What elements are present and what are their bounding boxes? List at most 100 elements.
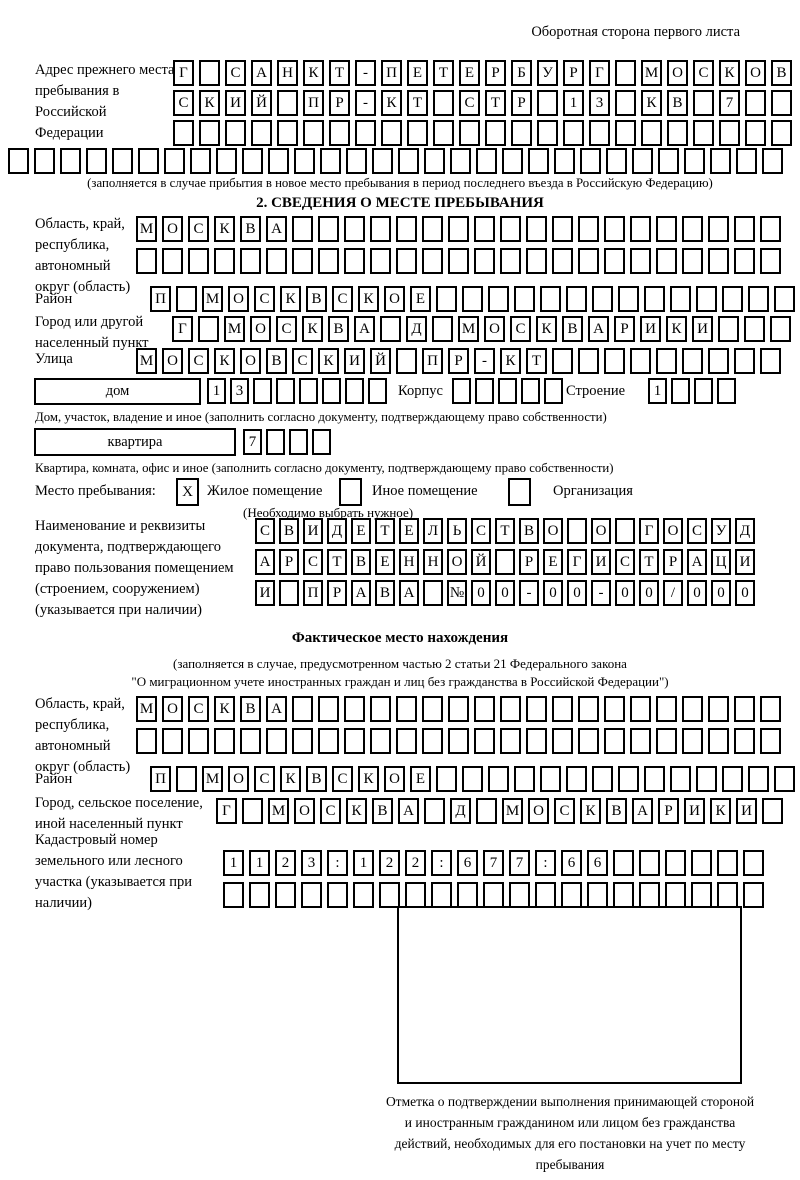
char-cell[interactable]: А <box>687 549 707 575</box>
char-cell[interactable] <box>279 580 299 606</box>
char-cell[interactable] <box>188 248 209 274</box>
char-cell[interactable]: К <box>666 316 687 342</box>
char-cell[interactable]: О <box>447 549 467 575</box>
char-cell[interactable] <box>561 882 582 908</box>
char-cell[interactable]: А <box>266 696 287 722</box>
char-cell[interactable]: М <box>224 316 245 342</box>
char-cell[interactable] <box>578 696 599 722</box>
char-cell[interactable] <box>540 286 561 312</box>
char-cell[interactable] <box>535 882 556 908</box>
char-cell[interactable] <box>578 248 599 274</box>
char-cell[interactable] <box>710 148 731 174</box>
char-cell[interactable]: 2 <box>379 850 400 876</box>
char-cell[interactable]: 2 <box>405 850 426 876</box>
char-cell[interactable]: 3 <box>301 850 322 876</box>
char-cell[interactable] <box>242 798 263 824</box>
char-cell[interactable]: 0 <box>711 580 731 606</box>
char-cell[interactable]: М <box>641 60 662 86</box>
char-cell[interactable] <box>424 798 445 824</box>
char-cell[interactable]: Р <box>329 90 350 116</box>
checkbox-zhiloe[interactable]: X <box>176 478 199 506</box>
char-cell[interactable]: Е <box>407 60 428 86</box>
char-cell[interactable] <box>615 60 636 86</box>
char-cell[interactable]: И <box>303 518 323 544</box>
char-cell[interactable] <box>345 378 364 404</box>
char-cell[interactable]: Р <box>327 580 347 606</box>
char-cell[interactable]: Н <box>399 549 419 575</box>
char-cell[interactable] <box>436 766 457 792</box>
char-cell[interactable]: И <box>640 316 661 342</box>
char-cell[interactable]: 6 <box>587 850 608 876</box>
char-cell[interactable] <box>615 90 636 116</box>
char-cell[interactable]: Р <box>614 316 635 342</box>
char-cell[interactable]: Т <box>495 518 515 544</box>
char-cell[interactable] <box>266 248 287 274</box>
char-cell[interactable] <box>86 148 107 174</box>
char-cell[interactable] <box>173 120 194 146</box>
char-cell[interactable] <box>190 148 211 174</box>
char-cell[interactable] <box>762 798 783 824</box>
char-cell[interactable] <box>198 316 219 342</box>
char-cell[interactable] <box>552 216 573 242</box>
char-cell[interactable] <box>276 378 295 404</box>
char-cell[interactable] <box>526 728 547 754</box>
char-cell[interactable] <box>694 378 713 404</box>
char-cell[interactable] <box>682 348 703 374</box>
char-cell[interactable] <box>498 378 517 404</box>
char-cell[interactable]: - <box>474 348 495 374</box>
char-cell[interactable] <box>462 766 483 792</box>
char-cell[interactable] <box>544 378 563 404</box>
char-cell[interactable] <box>693 90 714 116</box>
char-cell[interactable] <box>162 248 183 274</box>
char-cell[interactable]: А <box>255 549 275 575</box>
char-cell[interactable]: К <box>580 798 601 824</box>
char-cell[interactable] <box>665 850 686 876</box>
char-cell[interactable]: О <box>384 766 405 792</box>
char-cell[interactable] <box>587 882 608 908</box>
char-cell[interactable] <box>748 286 769 312</box>
char-cell[interactable] <box>604 248 625 274</box>
char-cell[interactable]: О <box>240 348 261 374</box>
char-cell[interactable] <box>537 90 558 116</box>
char-cell[interactable] <box>592 766 613 792</box>
char-cell[interactable] <box>630 216 651 242</box>
char-cell[interactable] <box>495 549 515 575</box>
char-cell[interactable] <box>436 286 457 312</box>
char-cell[interactable]: И <box>684 798 705 824</box>
char-cell[interactable]: 1 <box>353 850 374 876</box>
char-cell[interactable] <box>682 696 703 722</box>
char-cell[interactable] <box>682 216 703 242</box>
char-cell[interactable]: Л <box>423 518 443 544</box>
char-cell[interactable] <box>760 248 781 274</box>
char-cell[interactable] <box>474 696 495 722</box>
char-cell[interactable] <box>567 518 587 544</box>
char-cell[interactable] <box>176 286 197 312</box>
char-cell[interactable] <box>774 766 795 792</box>
char-cell[interactable] <box>485 120 506 146</box>
char-cell[interactable] <box>136 248 157 274</box>
char-cell[interactable] <box>552 248 573 274</box>
char-cell[interactable]: 0 <box>495 580 515 606</box>
char-cell[interactable] <box>526 248 547 274</box>
char-cell[interactable]: О <box>528 798 549 824</box>
char-cell[interactable]: Е <box>375 549 395 575</box>
char-cell[interactable]: О <box>591 518 611 544</box>
char-cell[interactable] <box>289 429 308 455</box>
char-cell[interactable] <box>216 148 237 174</box>
char-cell[interactable] <box>199 120 220 146</box>
char-cell[interactable] <box>488 286 509 312</box>
char-cell[interactable] <box>433 90 454 116</box>
char-cell[interactable] <box>552 348 573 374</box>
char-cell[interactable] <box>322 378 341 404</box>
char-cell[interactable] <box>292 728 313 754</box>
char-cell[interactable] <box>476 798 497 824</box>
char-cell[interactable] <box>488 766 509 792</box>
char-cell[interactable]: Е <box>351 518 371 544</box>
char-cell[interactable] <box>693 120 714 146</box>
char-cell[interactable] <box>396 216 417 242</box>
char-cell[interactable] <box>396 696 417 722</box>
char-cell[interactable] <box>604 696 625 722</box>
char-cell[interactable]: 0 <box>471 580 491 606</box>
char-cell[interactable]: Д <box>327 518 347 544</box>
char-cell[interactable]: 0 <box>687 580 707 606</box>
